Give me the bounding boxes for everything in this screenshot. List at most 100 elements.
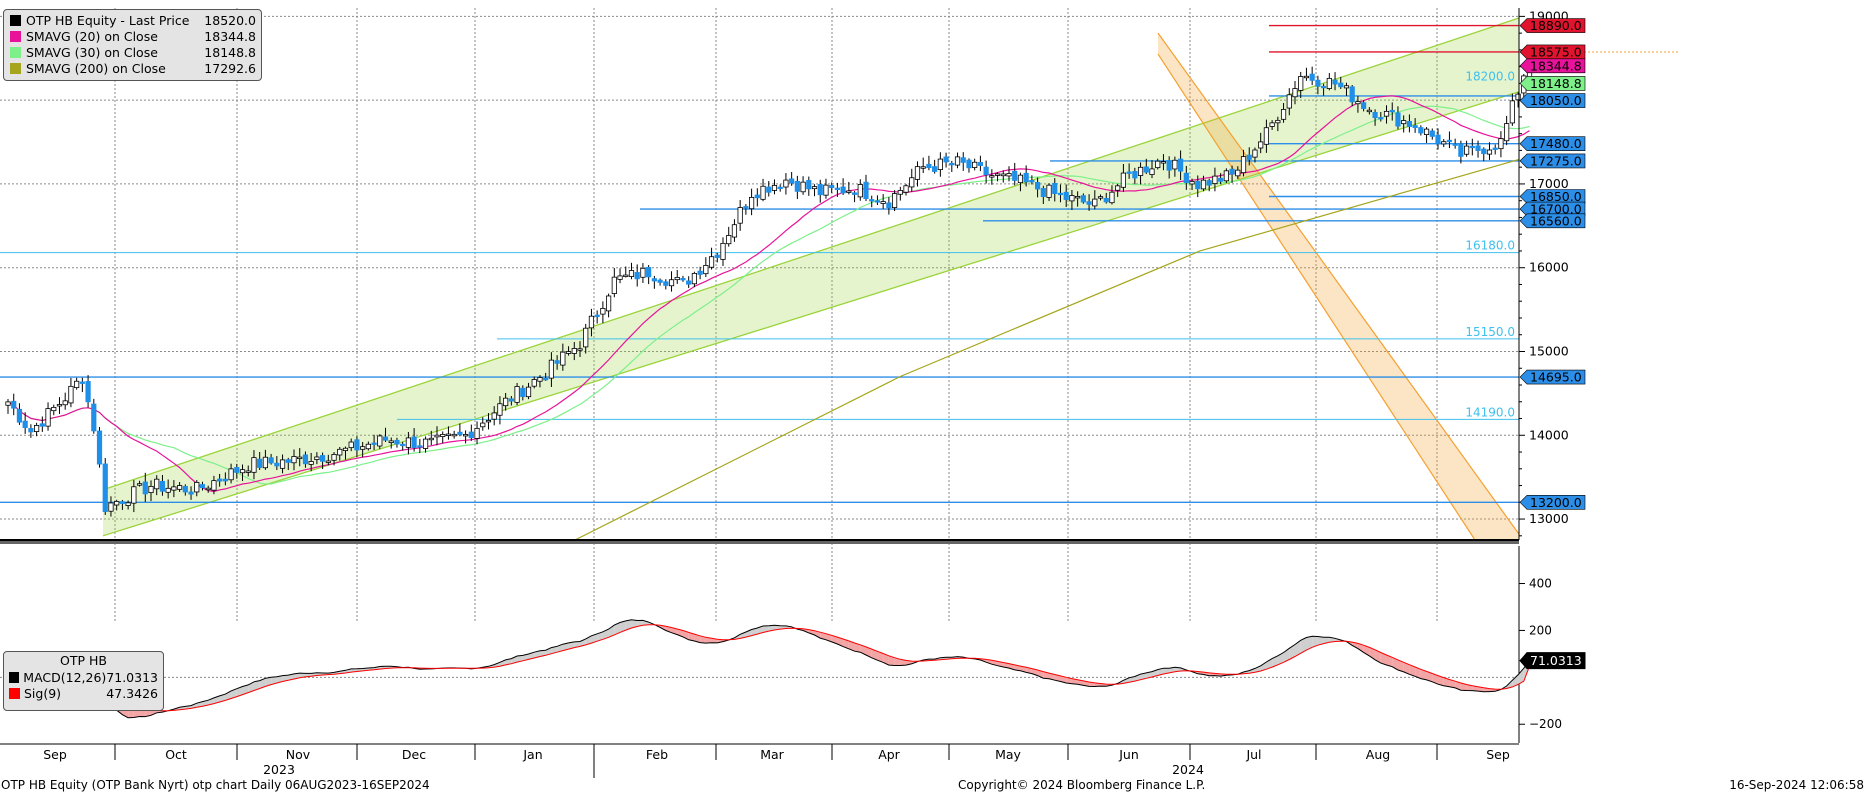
candle-down xyxy=(1476,146,1480,151)
candle-up xyxy=(526,387,530,397)
candle-up xyxy=(252,458,256,473)
candle-down xyxy=(961,158,965,163)
candle-down xyxy=(521,388,525,396)
candle-down xyxy=(1058,193,1062,195)
footer-description: OTP HB Equity (OTP Bank Nyrt) otp chart … xyxy=(1,778,430,792)
candle-up xyxy=(126,503,130,506)
candle-down xyxy=(984,167,988,175)
candle-down xyxy=(223,479,227,481)
candle-up xyxy=(172,487,176,490)
candle-up xyxy=(1442,142,1446,144)
x-month-label: Feb xyxy=(646,747,668,762)
candle-down xyxy=(418,446,422,448)
candle-up xyxy=(441,434,445,436)
legend-label: SMAVG (30) on Close xyxy=(26,45,204,60)
candle-up xyxy=(503,398,507,405)
candle-up xyxy=(938,159,942,170)
candle-down xyxy=(1379,118,1383,120)
candle-down xyxy=(160,481,164,491)
x-year-label: 2024 xyxy=(1172,762,1204,777)
candle-down xyxy=(1133,171,1137,178)
macd-tick-label: −200 xyxy=(1529,717,1562,731)
candle-up xyxy=(772,185,776,190)
candle-up xyxy=(566,352,570,354)
level-inline-label: 16180.0 xyxy=(1465,239,1515,253)
panel-separator xyxy=(0,541,1519,544)
candle-up xyxy=(904,186,908,192)
level-tag: 18050.0 xyxy=(1520,93,1585,108)
candle-down xyxy=(1470,146,1474,148)
candle-up xyxy=(1281,109,1285,119)
candle-down xyxy=(1230,169,1234,174)
candle-down xyxy=(1218,178,1222,181)
candle-up xyxy=(1241,157,1245,173)
legend-label: SMAVG (20) on Close xyxy=(26,29,204,44)
candle-up xyxy=(532,380,536,387)
candle-up xyxy=(446,434,450,436)
candle-down xyxy=(1430,131,1434,136)
candle-down xyxy=(715,255,719,257)
candle-down xyxy=(29,428,33,431)
candle-down xyxy=(887,203,891,208)
candle-down xyxy=(1493,148,1497,150)
candle-down xyxy=(1207,181,1211,186)
candle-up xyxy=(1287,95,1291,108)
x-month-label: Jun xyxy=(1118,747,1139,762)
candle-up xyxy=(177,486,181,490)
candle-up xyxy=(1504,124,1508,141)
candle-down xyxy=(1459,144,1463,157)
candle-down xyxy=(1361,103,1365,109)
candle-down xyxy=(1024,173,1028,182)
candle-up xyxy=(229,469,233,480)
candle-up xyxy=(486,420,490,422)
candle-up xyxy=(46,409,50,427)
candle-up xyxy=(1344,86,1348,88)
candle-down xyxy=(1373,112,1377,117)
candle-up xyxy=(732,225,736,237)
candle-up xyxy=(57,405,61,407)
candle-up xyxy=(1093,199,1097,206)
candle-down xyxy=(92,404,96,431)
candle-down xyxy=(400,444,404,446)
legend-row-sma20: SMAVG (20) on Close 18344.8 xyxy=(10,28,256,44)
legend-row-price: OTP HB Equity - Last Price 18520.0 xyxy=(10,12,256,28)
candle-up xyxy=(1327,78,1331,88)
candle-down xyxy=(1184,173,1188,182)
candle-down xyxy=(778,187,782,189)
candle-up xyxy=(481,423,485,427)
swatch xyxy=(9,688,20,699)
candle-up xyxy=(1070,196,1074,201)
candle-down xyxy=(1390,110,1394,112)
candle-up xyxy=(1156,161,1160,167)
candle-up xyxy=(990,176,994,178)
candle-up xyxy=(212,481,216,491)
candle-down xyxy=(932,167,936,172)
candle-up xyxy=(704,265,708,273)
candle-up xyxy=(463,434,467,436)
candle-up xyxy=(1007,173,1011,175)
candle-down xyxy=(686,281,690,284)
candle-down xyxy=(1087,202,1091,205)
candle-down xyxy=(372,443,376,445)
candle-down xyxy=(1310,74,1314,80)
candle-up xyxy=(589,316,593,328)
candle-down xyxy=(286,460,290,463)
candle-up xyxy=(915,167,919,180)
candle-up xyxy=(709,257,713,268)
candle-up xyxy=(1161,162,1165,164)
candle-up xyxy=(1516,94,1520,100)
candle-down xyxy=(235,467,239,472)
sma-tag: 18148.8 xyxy=(1520,76,1585,91)
swatch xyxy=(10,47,21,58)
candle-up xyxy=(847,191,851,193)
level-inline-label: 18200.0 xyxy=(1465,69,1515,83)
candle-down xyxy=(944,157,948,162)
candle-up xyxy=(812,187,816,189)
candle-up xyxy=(1304,76,1308,78)
legend-value: 18344.8 xyxy=(204,29,256,44)
legend-label: MACD(12,26) xyxy=(23,670,106,685)
candle-down xyxy=(509,399,513,401)
candle-up xyxy=(612,277,616,293)
candle-up xyxy=(114,501,118,505)
candle-up xyxy=(349,442,353,448)
